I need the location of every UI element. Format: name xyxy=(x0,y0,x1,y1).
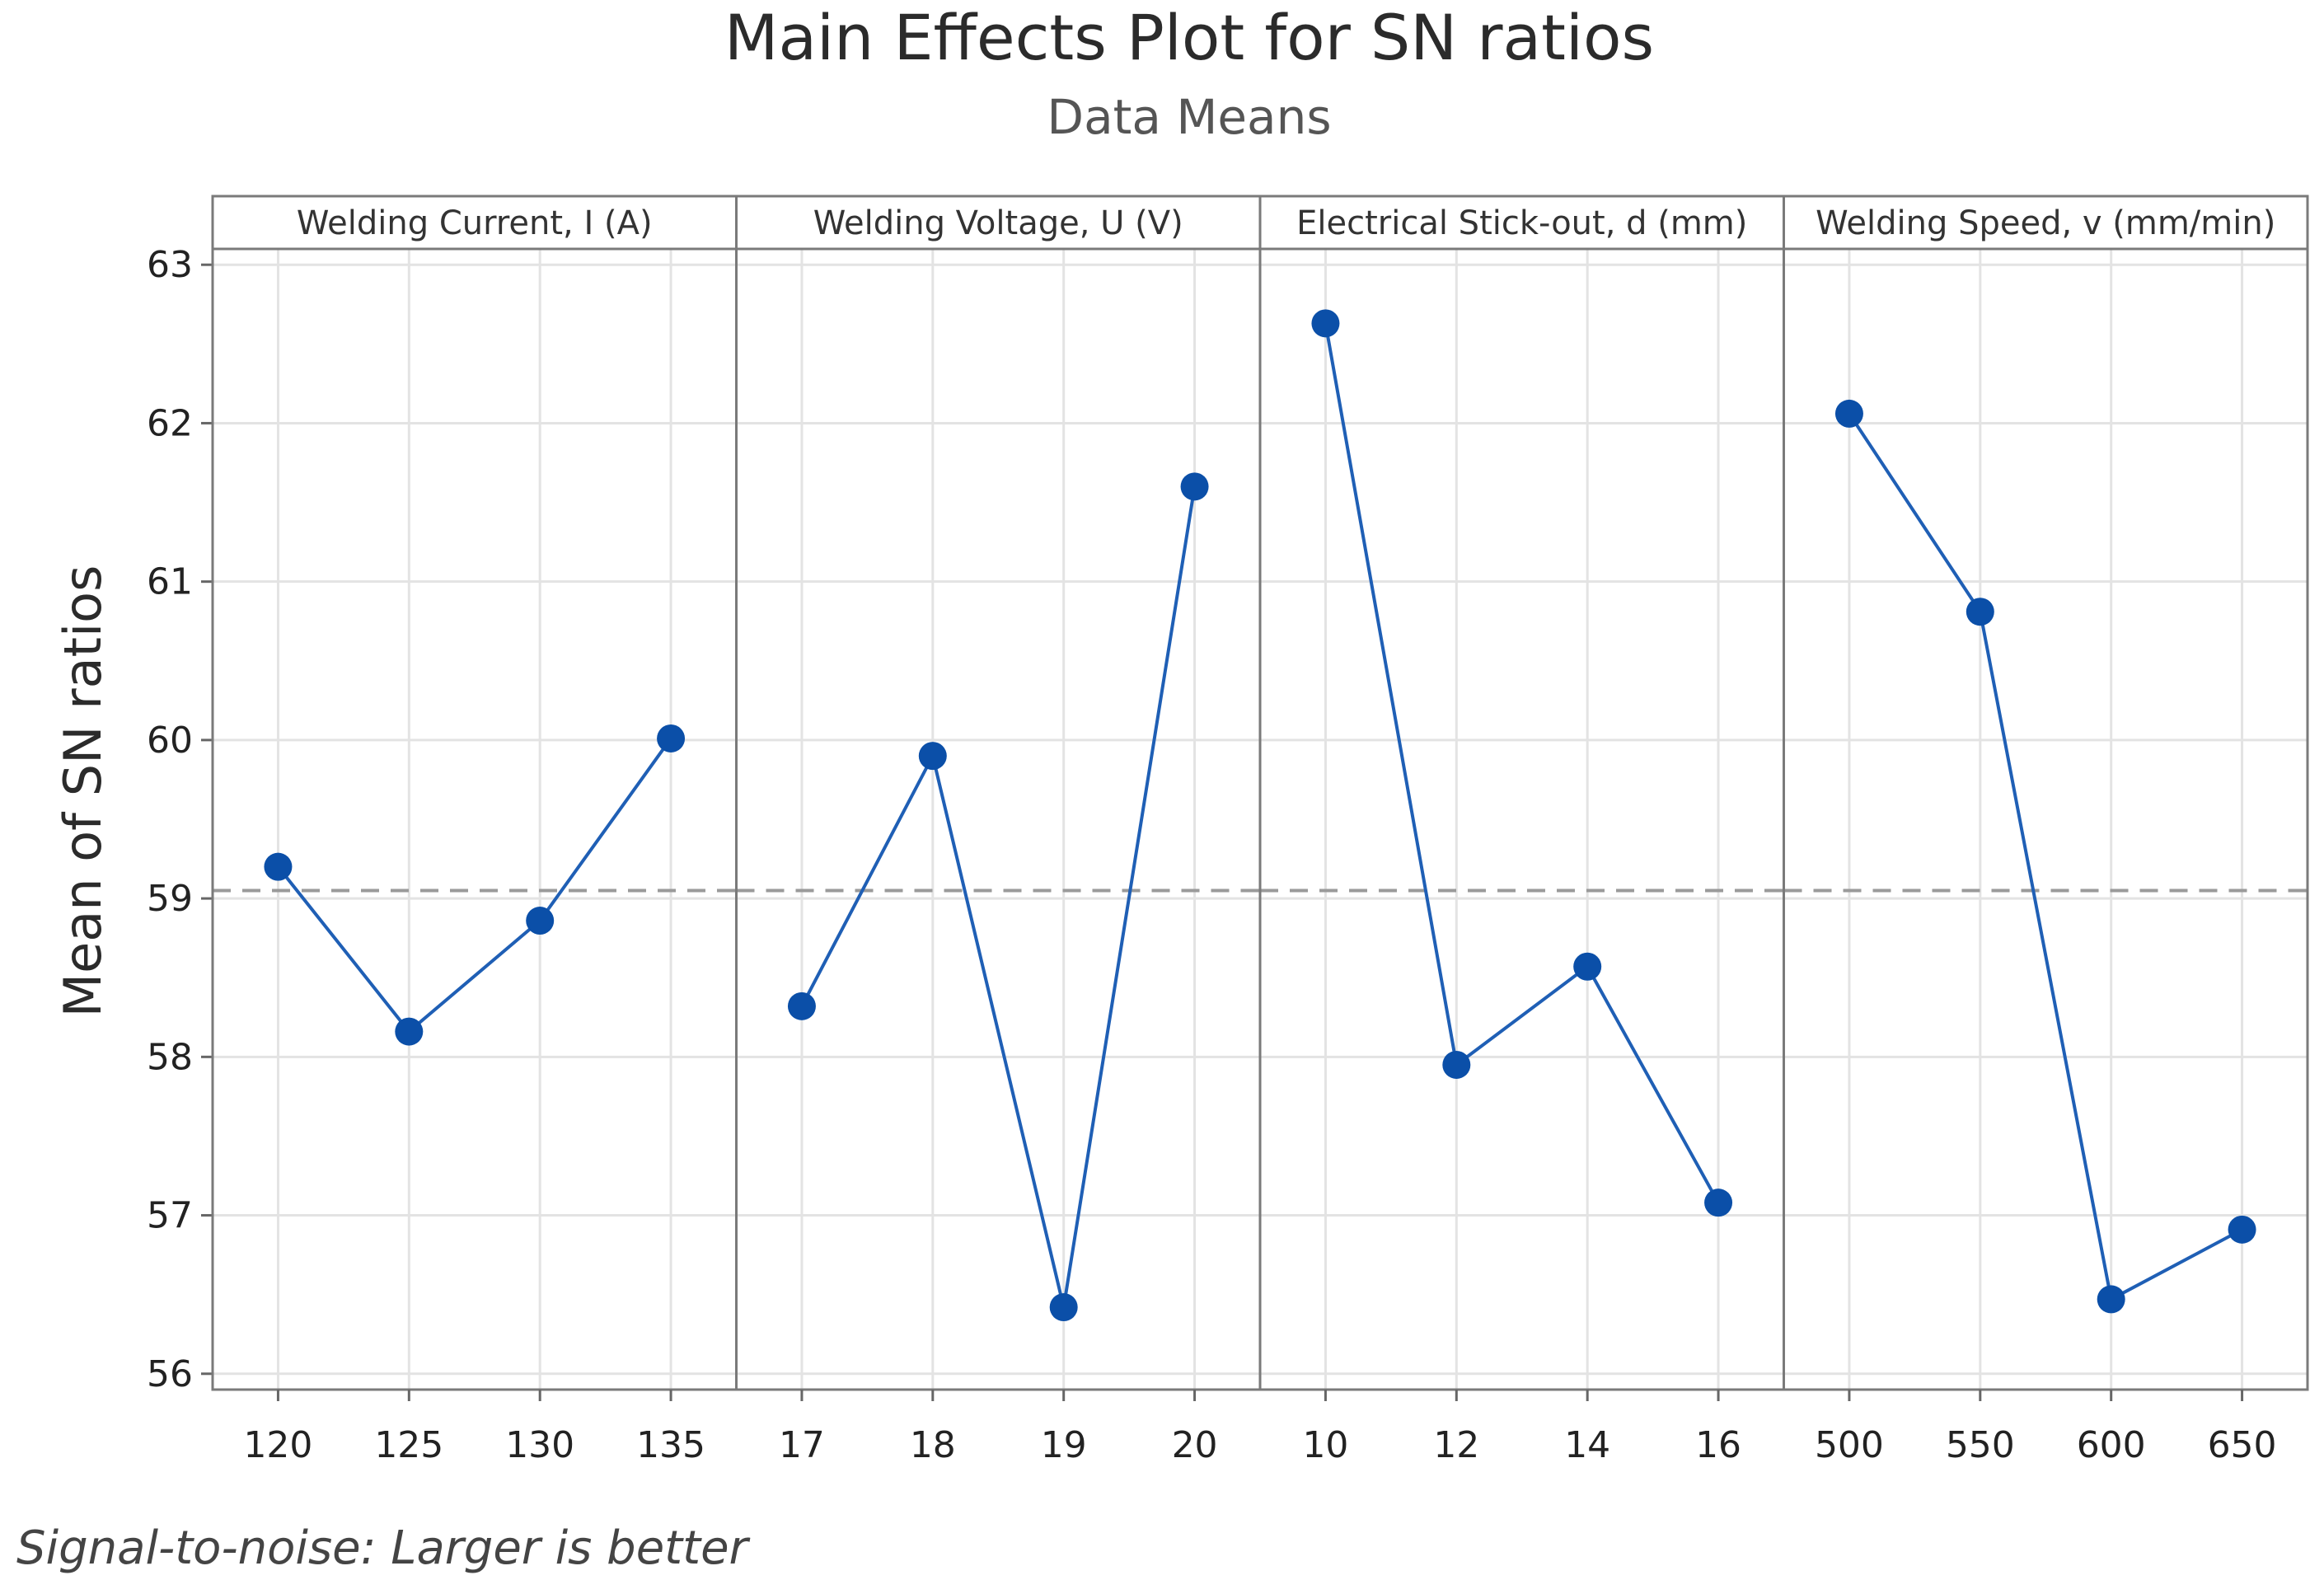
data-point xyxy=(2228,1215,2256,1244)
x-tick-label: 12 xyxy=(1433,1424,1479,1466)
series-line xyxy=(1324,322,1720,1204)
x-tick-label: 500 xyxy=(1815,1424,1884,1466)
panel-strip-label: Welding Speed, v (mm/min) xyxy=(1816,204,2275,242)
y-tick-label: 60 xyxy=(147,720,193,762)
x-tick-label: 16 xyxy=(1695,1424,1741,1466)
data-point xyxy=(1966,598,1994,626)
y-tick-label: 56 xyxy=(147,1353,193,1395)
y-tick-label: 63 xyxy=(147,244,193,286)
y-tick-label: 62 xyxy=(147,402,193,444)
data-point xyxy=(395,1017,424,1046)
chart-subtitle: Data Means xyxy=(1047,89,1331,145)
series-line xyxy=(800,486,1197,1308)
chart-title: Main Effects Plot for SN ratios xyxy=(724,1,1654,74)
x-tick-label: 550 xyxy=(1946,1424,2015,1466)
y-tick-label: 57 xyxy=(147,1195,193,1237)
data-point xyxy=(787,992,816,1020)
x-tick-label: 650 xyxy=(2208,1424,2277,1466)
x-tick-label: 18 xyxy=(910,1424,956,1466)
y-tick-label: 58 xyxy=(147,1036,193,1078)
x-tick-label: 10 xyxy=(1302,1424,1348,1466)
y-axis-label: Mean of SN ratios xyxy=(53,565,113,1018)
data-point xyxy=(1704,1188,1733,1217)
data-point xyxy=(1573,952,1602,981)
data-point xyxy=(1834,399,1863,428)
data-point xyxy=(1180,472,1209,501)
data-point xyxy=(264,852,293,881)
data-point xyxy=(526,907,555,935)
data-point xyxy=(2097,1285,2125,1314)
x-tick-label: 125 xyxy=(374,1424,443,1466)
panel-frame xyxy=(735,247,1262,1391)
x-tick-label: 14 xyxy=(1564,1424,1610,1466)
x-tick-label: 120 xyxy=(243,1424,312,1466)
x-tick-label: 17 xyxy=(779,1424,825,1466)
footnote: Signal-to-noise: Larger is better xyxy=(16,1521,751,1575)
data-point xyxy=(1311,309,1340,338)
x-tick-label: 600 xyxy=(2077,1424,2146,1466)
series-line xyxy=(276,737,672,1034)
panel-strip xyxy=(1258,195,1785,251)
x-tick-label: 135 xyxy=(636,1424,705,1466)
data-point xyxy=(918,742,947,771)
x-tick-label: 130 xyxy=(505,1424,574,1466)
panel-strip-label: Welding Current, I (A) xyxy=(297,204,653,242)
panel-frame xyxy=(1783,247,2309,1391)
data-point xyxy=(657,724,686,752)
series-line xyxy=(1848,412,2243,1302)
panel-frame xyxy=(211,247,738,1391)
y-tick-label: 59 xyxy=(147,878,193,920)
x-tick-label: 19 xyxy=(1041,1424,1087,1466)
x-tick-label: 20 xyxy=(1172,1424,1218,1466)
y-tick-label: 61 xyxy=(147,561,193,603)
panel-strip xyxy=(1783,195,2309,251)
panel-frame xyxy=(1258,247,1785,1391)
data-point xyxy=(1442,1050,1471,1079)
data-point xyxy=(1049,1293,1078,1322)
panel-strip-label: Welding Voltage, U (V) xyxy=(813,204,1183,242)
plot-area: 56 57 58 59 60 61 62 63 Welding Current, I (A) 12… xyxy=(147,195,2309,1466)
panel-strip-label: Electrical Stick-out, d (mm) xyxy=(1296,204,1747,242)
